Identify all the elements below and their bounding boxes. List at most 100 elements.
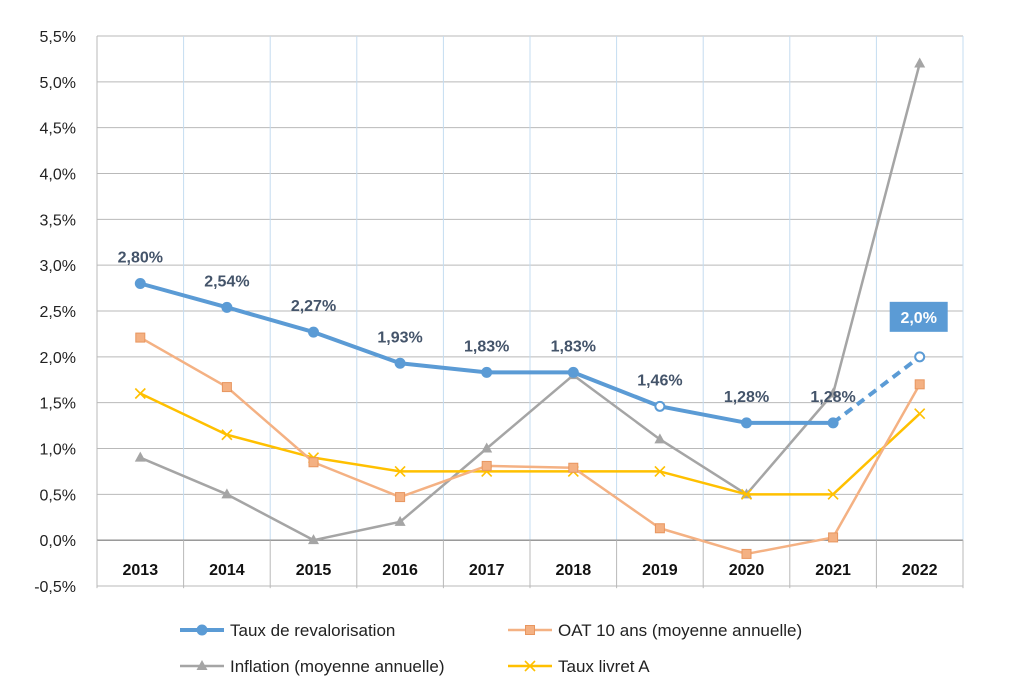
data-point-stroke — [394, 465, 406, 477]
data-point — [914, 351, 926, 363]
data-point-stroke — [134, 387, 146, 400]
data-point — [135, 332, 146, 343]
data-point — [196, 624, 208, 636]
legend-item-1: Taux de revalorisation — [180, 621, 395, 640]
legend-label: Taux livret A — [558, 657, 650, 676]
x-tick-label: 2021 — [815, 562, 851, 579]
data-point — [221, 382, 232, 393]
series-line — [139, 392, 921, 496]
y-tick-label: 1,5% — [40, 396, 76, 413]
data-label: 1,83% — [464, 338, 509, 355]
legend-item-2: OAT 10 ans (moyenne annuelle) — [508, 621, 802, 640]
data-point — [741, 417, 752, 429]
legend-item-3: Inflation (moyenne annuelle) — [180, 657, 445, 676]
chart-legend: Taux de revalorisation OAT 10 ans (moyenn… — [180, 621, 802, 676]
data-label: 2,0% — [900, 310, 936, 327]
data-point — [568, 462, 579, 473]
y-tick-label: 0,5% — [40, 487, 76, 504]
data-point-stroke — [654, 465, 666, 477]
x-tick-label: 2020 — [729, 562, 765, 579]
data-point — [394, 465, 406, 477]
data-point — [481, 442, 493, 453]
data-label: 2,80% — [118, 250, 163, 267]
data-label: 2,54% — [204, 273, 249, 290]
data-label: 1,46% — [637, 372, 682, 389]
x-tick-label: 2022 — [902, 562, 938, 579]
data-point — [914, 408, 926, 420]
data-point — [525, 625, 535, 635]
x-tick-label: 2018 — [556, 562, 592, 579]
data-point — [741, 548, 752, 559]
data-point — [394, 357, 406, 369]
data-label: 1,28% — [810, 389, 855, 406]
y-axis: -0,5% 0,0% 0,5% 1,0% 1,5% 2,0% 2,5% 3,0% 3,5% 4,0… — [34, 29, 76, 596]
data-point — [134, 278, 146, 289]
series-line — [139, 63, 921, 542]
data-point-stroke — [221, 429, 233, 441]
data-point — [827, 417, 839, 429]
data-point-stroke — [740, 488, 753, 500]
data-point — [308, 457, 319, 468]
x-tick-label: 2013 — [123, 562, 159, 579]
y-tick-label: 3,0% — [40, 258, 76, 275]
data-label: 2,27% — [291, 298, 336, 315]
data-point — [524, 660, 536, 672]
data-point — [395, 492, 406, 503]
legend-label: OAT 10 ans (moyenne annuelle) — [558, 621, 802, 640]
y-tick-label: 4,0% — [40, 167, 76, 184]
data-point — [134, 387, 146, 400]
chart-series — [134, 57, 926, 559]
y-tick-label: 2,0% — [40, 350, 76, 367]
y-tick-label: 5,5% — [40, 29, 76, 46]
data-point — [308, 326, 319, 338]
y-tick-label: 2,5% — [40, 304, 76, 321]
data-point-stroke — [524, 660, 536, 672]
y-tick-label: 1,0% — [40, 442, 76, 459]
data-point — [654, 400, 666, 412]
data-point — [827, 387, 839, 398]
legend-item-4: Taux livret A — [508, 657, 650, 676]
data-point — [134, 451, 146, 462]
data-point — [567, 366, 579, 378]
data-label-highlight: 2,0% — [889, 301, 948, 332]
y-tick-label: -0,5% — [34, 579, 76, 596]
data-point — [196, 660, 208, 670]
series-2 — [135, 332, 925, 559]
data-point — [394, 515, 406, 526]
data-point — [827, 488, 839, 500]
legend-label: Taux de revalorisation — [230, 621, 395, 640]
y-tick-label: 3,5% — [40, 212, 76, 229]
x-tick-label: 2019 — [642, 562, 678, 579]
data-label: 1,28% — [724, 389, 769, 406]
data-point — [914, 57, 926, 68]
y-tick-label: 0,0% — [40, 533, 76, 550]
data-point — [221, 429, 233, 441]
data-point — [221, 301, 233, 313]
data-point — [654, 433, 666, 444]
series-3 — [134, 57, 926, 545]
data-point-stroke — [827, 488, 839, 500]
data-point — [308, 534, 319, 545]
y-tick-label: 4,5% — [40, 121, 76, 138]
series-line-projection — [831, 355, 921, 425]
x-tick-label: 2014 — [209, 562, 245, 579]
data-label: 1,83% — [551, 338, 596, 355]
data-labels: 2,80% 2,54% 2,27% 1,93% 1,83% 1,83% 1,46% 1,28%… — [118, 250, 948, 406]
x-tick-label: 2015 — [296, 562, 332, 579]
data-point — [221, 488, 233, 499]
data-label: 1,93% — [377, 329, 422, 346]
series-1 — [134, 278, 926, 429]
data-point — [481, 366, 493, 378]
data-point — [654, 523, 665, 534]
legend-label: Inflation (moyenne annuelle) — [230, 657, 445, 676]
chart-grid — [96, 35, 964, 587]
y-tick-label: 5,0% — [40, 75, 76, 92]
data-point — [481, 460, 492, 471]
x-tick-label: 2016 — [382, 562, 418, 579]
data-point — [740, 488, 753, 500]
data-label-box — [889, 301, 948, 332]
x-axis: 2013 2014 2015 2016 2017 2018 2019 2020 2021 2022 — [96, 539, 964, 589]
data-point-stroke — [914, 408, 926, 420]
data-point — [914, 379, 925, 390]
